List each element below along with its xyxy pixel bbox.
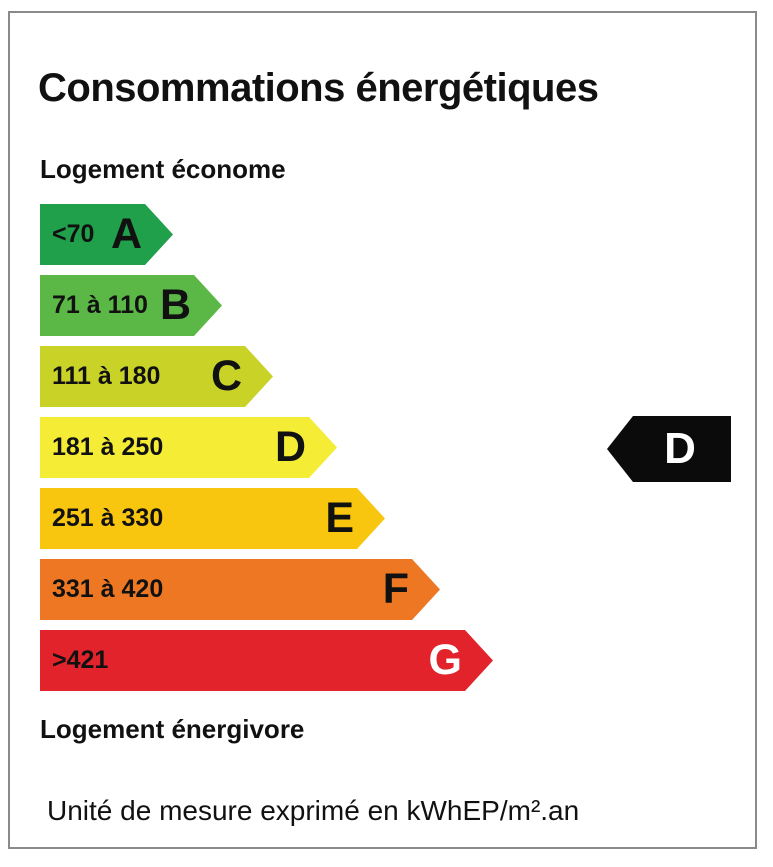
band-letter: G xyxy=(428,636,462,684)
energy-band-f: 331 à 420 F xyxy=(40,559,440,620)
energy-band-e: 251 à 330 E xyxy=(40,488,385,549)
energy-intensive-housing-label: Logement énergivore xyxy=(40,714,305,744)
band-letter: B xyxy=(159,281,191,329)
unit-of-measure-text: Unité de mesure exprimé en kWhEP/m².an xyxy=(47,795,580,826)
energy-band-a: <70 A xyxy=(40,204,173,265)
energy-band-b: 71 à 110 B xyxy=(40,275,222,336)
band-range-label: 71 à 110 xyxy=(52,291,148,319)
band-range-label: 331 à 420 xyxy=(52,575,164,603)
economical-housing-label: Logement économe xyxy=(40,154,286,184)
band-letter: C xyxy=(210,352,242,400)
band-range-label: 111 à 180 xyxy=(52,362,161,390)
band-range-label: 181 à 250 xyxy=(52,433,164,461)
band-letter: A xyxy=(110,210,142,258)
band-range-label: >421 xyxy=(52,646,109,674)
band-letter: E xyxy=(325,494,354,542)
energy-band-g: >421 G xyxy=(40,630,493,691)
energy-band-c: 111 à 180 C xyxy=(40,346,273,407)
band-letter: D xyxy=(274,423,306,471)
band-range-label: 251 à 330 xyxy=(52,504,164,532)
current-rating-letter: D xyxy=(664,424,696,473)
current-rating-arrow: D xyxy=(607,416,731,482)
energy-band-d: 181 à 250 D xyxy=(40,417,337,478)
page-title: Consommations énergétiques xyxy=(38,66,599,110)
band-range-label: <70 xyxy=(52,220,95,248)
band-letter: F xyxy=(382,565,409,613)
